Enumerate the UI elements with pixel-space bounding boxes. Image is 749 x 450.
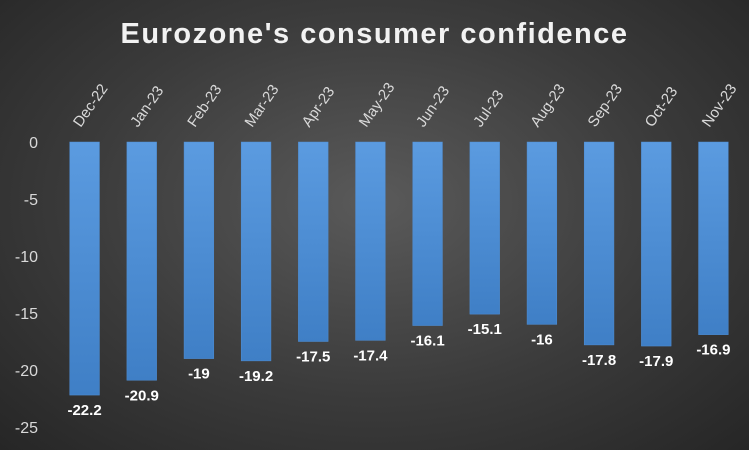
data-label: -19 bbox=[188, 366, 210, 383]
data-label: -16.1 bbox=[410, 333, 444, 350]
data-label: -20.9 bbox=[125, 387, 159, 404]
y-axis-ticks: 0 -5 -10 -15 -20 -25 bbox=[15, 135, 38, 437]
y-tick-label: -25 bbox=[15, 420, 38, 437]
data-label: -17.9 bbox=[639, 353, 673, 370]
data-label: -19.2 bbox=[239, 368, 273, 385]
bar-dec-22 bbox=[69, 141, 100, 396]
bar-jul-23 bbox=[469, 141, 500, 315]
data-label: -17.5 bbox=[296, 349, 330, 366]
x-tick-label: Aug-23 bbox=[527, 81, 569, 130]
bar-may-23 bbox=[355, 141, 386, 341]
data-label: -16 bbox=[531, 331, 553, 348]
bar-jun-23 bbox=[412, 141, 443, 326]
x-axis-ticks: Dec-22 Jan-23 Feb-23 Mar-23 Apr-23 May-23 Jun-… bbox=[70, 80, 740, 131]
x-tick-label: Jul-23 bbox=[470, 87, 507, 130]
data-label: -16.9 bbox=[696, 342, 730, 359]
data-labels: -22.2 -20.9 -19 -19.2 -17.5 -17.4 -16.1 -15.1 -1… bbox=[67, 321, 730, 419]
bar-sep-23 bbox=[583, 141, 615, 346]
bar-feb-23 bbox=[183, 141, 215, 359]
chart-title: Eurozone's consumer confidence bbox=[120, 18, 629, 50]
x-tick-label: Jun-23 bbox=[413, 83, 453, 130]
bar-mar-23 bbox=[240, 141, 272, 362]
y-tick-label: -20 bbox=[15, 363, 38, 380]
x-tick-label: Dec-22 bbox=[70, 81, 112, 130]
bar-jan-23 bbox=[126, 141, 157, 381]
data-label: -22.2 bbox=[67, 402, 101, 419]
x-tick-label: Nov-23 bbox=[699, 81, 741, 130]
data-label: -15.1 bbox=[468, 321, 502, 338]
bars bbox=[69, 141, 729, 396]
x-tick-label: Jan-23 bbox=[127, 83, 167, 130]
data-label: -17.8 bbox=[582, 352, 616, 369]
x-tick-label: May-23 bbox=[356, 80, 399, 131]
y-tick-label: 0 bbox=[29, 135, 38, 152]
bar-nov-23 bbox=[698, 141, 729, 335]
x-tick-label: Oct-23 bbox=[642, 84, 682, 131]
bar-aug-23 bbox=[526, 141, 558, 325]
data-label: -17.4 bbox=[353, 347, 388, 364]
y-tick-label: -5 bbox=[24, 192, 38, 209]
x-tick-label: Apr-23 bbox=[299, 84, 339, 131]
bar-apr-23 bbox=[298, 141, 329, 342]
x-tick-label: Feb-23 bbox=[184, 82, 225, 131]
x-tick-label: Sep-23 bbox=[584, 81, 626, 130]
bar-oct-23 bbox=[641, 141, 672, 347]
y-tick-label: -15 bbox=[15, 306, 38, 323]
y-tick-label: -10 bbox=[15, 249, 38, 266]
x-tick-label: Mar-23 bbox=[241, 82, 282, 131]
